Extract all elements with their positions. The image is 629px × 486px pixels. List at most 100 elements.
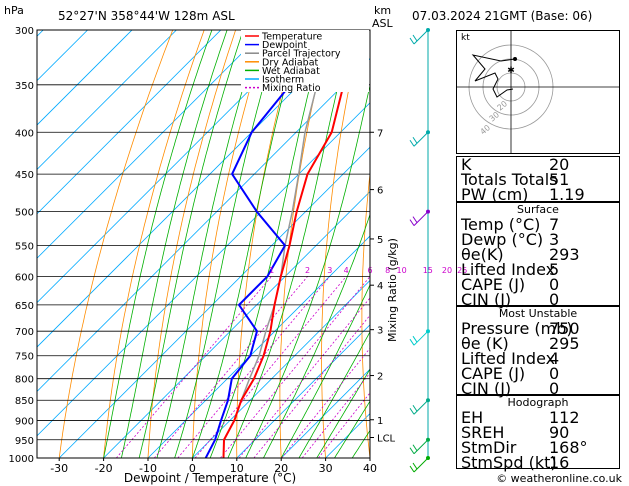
datetime-title: 07.03.2024 21GMT (Base: 06) (412, 9, 592, 23)
km-tick-label: 2 (377, 372, 383, 383)
km-tick-label: 5 (377, 235, 383, 246)
isotherm-line (236, 324, 370, 458)
wind-barbs (409, 28, 430, 473)
x-tick-label: -30 (50, 462, 68, 475)
wind-barb-flag (412, 335, 418, 343)
pressure-tick-label: 400 (15, 128, 34, 139)
series-temperature (222, 30, 369, 458)
x-tick-label: -10 (139, 462, 157, 475)
wind-barb-staff (413, 330, 429, 346)
pressure-tick-label: 850 (15, 396, 34, 407)
surface-row: Dewp (°C) 3 (457, 232, 619, 248)
isotherm-line (280, 368, 370, 458)
wet-adiabat-line (209, 30, 325, 458)
pressure-tick-label: 300 (15, 26, 34, 37)
temperature-axis: -30 -20 -10 0 10 20 30 40 (50, 458, 377, 475)
x-tick-label: 30 (319, 462, 333, 475)
hodo-value: 90 (549, 423, 570, 442)
hodo-row: SREH 90 (457, 423, 619, 442)
mixing-ratio-label: 2 (305, 266, 310, 275)
dry-adiabat-line (192, 30, 268, 458)
mu-label: Pressure (mb) (461, 319, 573, 338)
wet-adiabat-line (316, 368, 370, 458)
wind-barb-staff (413, 131, 429, 147)
hodo-value: 112 (549, 408, 580, 427)
wet-adiabat-line (192, 30, 302, 458)
hodo-point (513, 57, 517, 61)
index-row-tt: Totals Totals 51 (457, 170, 619, 189)
wind-barb-staff (413, 457, 429, 473)
hodo-row: StmDir 168° (457, 438, 619, 457)
isotherm-line (192, 279, 370, 458)
mu-value: 295 (549, 334, 580, 353)
hodo-ring-label-20: 20 (496, 99, 510, 112)
wind-barb-flag (409, 219, 415, 226)
wind-barb-flag (412, 34, 418, 42)
wind-barb-flag (409, 465, 415, 473)
mu-value: 0 (549, 379, 560, 398)
pressure-tick-label: 650 (15, 301, 34, 312)
mixing-ratio-labels: 12346810152025 (269, 266, 467, 275)
indices-table: K 20 Totals Totals 51 PW (cm) 1.19 (456, 156, 620, 203)
hodo-value: 16 (549, 453, 570, 472)
surface-table: Surface Temp (°C) 7 Dewp (°C) 3 θe(K) 293 L… (456, 201, 620, 309)
legend-label: Dewpoint (262, 40, 307, 51)
wet-adiabat-line (174, 30, 281, 458)
footer-credit: © weatheronline.co.uk (496, 472, 622, 485)
legend-label: Mixing Ratio (262, 83, 321, 94)
series-dewpoint (204, 30, 337, 458)
mu-label: Lifted Index (461, 349, 556, 368)
wind-barb-flag (409, 407, 415, 415)
dry-adiabat-line (147, 30, 237, 458)
hodo-label: StmSpd (kt) (461, 453, 557, 472)
hodo-label: StmDir (461, 438, 517, 457)
pressure-tick-label: 900 (15, 417, 34, 428)
surface-row: θe(K) 293 (457, 245, 619, 264)
mu-value: 0 (549, 364, 560, 383)
index-value: 51 (549, 170, 570, 189)
hodo-storm-marker: ✱ (507, 66, 515, 76)
x-tick-label: 10 (230, 462, 244, 475)
surface-label: θe(K) (461, 245, 504, 264)
plot-frame (36, 29, 371, 459)
hodo-row: StmSpd (kt) 16 (457, 453, 619, 472)
mixing-ratio-line (194, 276, 347, 458)
surface-value: 0 (549, 290, 560, 309)
height-unit-asl: ASL (372, 17, 394, 30)
wind-barb-flag (412, 404, 418, 412)
hodo-row: EH 112 (457, 408, 619, 427)
mu-value: 750 (549, 319, 580, 338)
pressure-tick-label: 700 (15, 327, 34, 338)
wind-barb-flag (412, 462, 418, 470)
hodo-label: EH (461, 408, 484, 427)
wet-adiabat-line (138, 30, 244, 458)
pressure-tick-label: 750 (15, 352, 34, 363)
hodo-value: 168° (549, 438, 588, 457)
wet-adiabat-line (121, 30, 228, 458)
surface-row: Lifted Index 5 (457, 260, 619, 279)
pressure-tick-label: 500 (15, 208, 34, 219)
hodo-label: SREH (461, 423, 505, 442)
index-value: 20 (549, 155, 570, 174)
surface-value: 5 (549, 260, 560, 279)
pressure-axis: 300 350 400 450 500 550 600 650 700 750 800 850 900 9… (9, 26, 34, 465)
wet-adiabat-line (263, 213, 370, 458)
isotherm-line (147, 235, 370, 458)
wind-barb-flag (409, 37, 415, 45)
wind-barb-staff (413, 29, 429, 45)
pressure-tick-label: 950 (15, 436, 34, 447)
legend-label: Parcel Trajectory (262, 49, 341, 60)
mu-value: 4 (549, 349, 560, 368)
isotherm-line (37, 102, 370, 437)
mixing-ratio-line (238, 297, 370, 458)
index-value: 1.19 (549, 185, 585, 204)
legend-label: Isotherm (262, 75, 304, 86)
height-axis: 7 6 5 4 3 2 1 LCL (369, 30, 396, 458)
mu-label: CIN (J) (461, 379, 512, 398)
x-tick-label: 0 (189, 462, 196, 475)
mixing-ratio-label: 4 (344, 266, 349, 275)
wind-barb-staff (413, 211, 429, 226)
km-tick-label: 7 (377, 128, 383, 139)
wet-adiabat-line (280, 283, 370, 458)
